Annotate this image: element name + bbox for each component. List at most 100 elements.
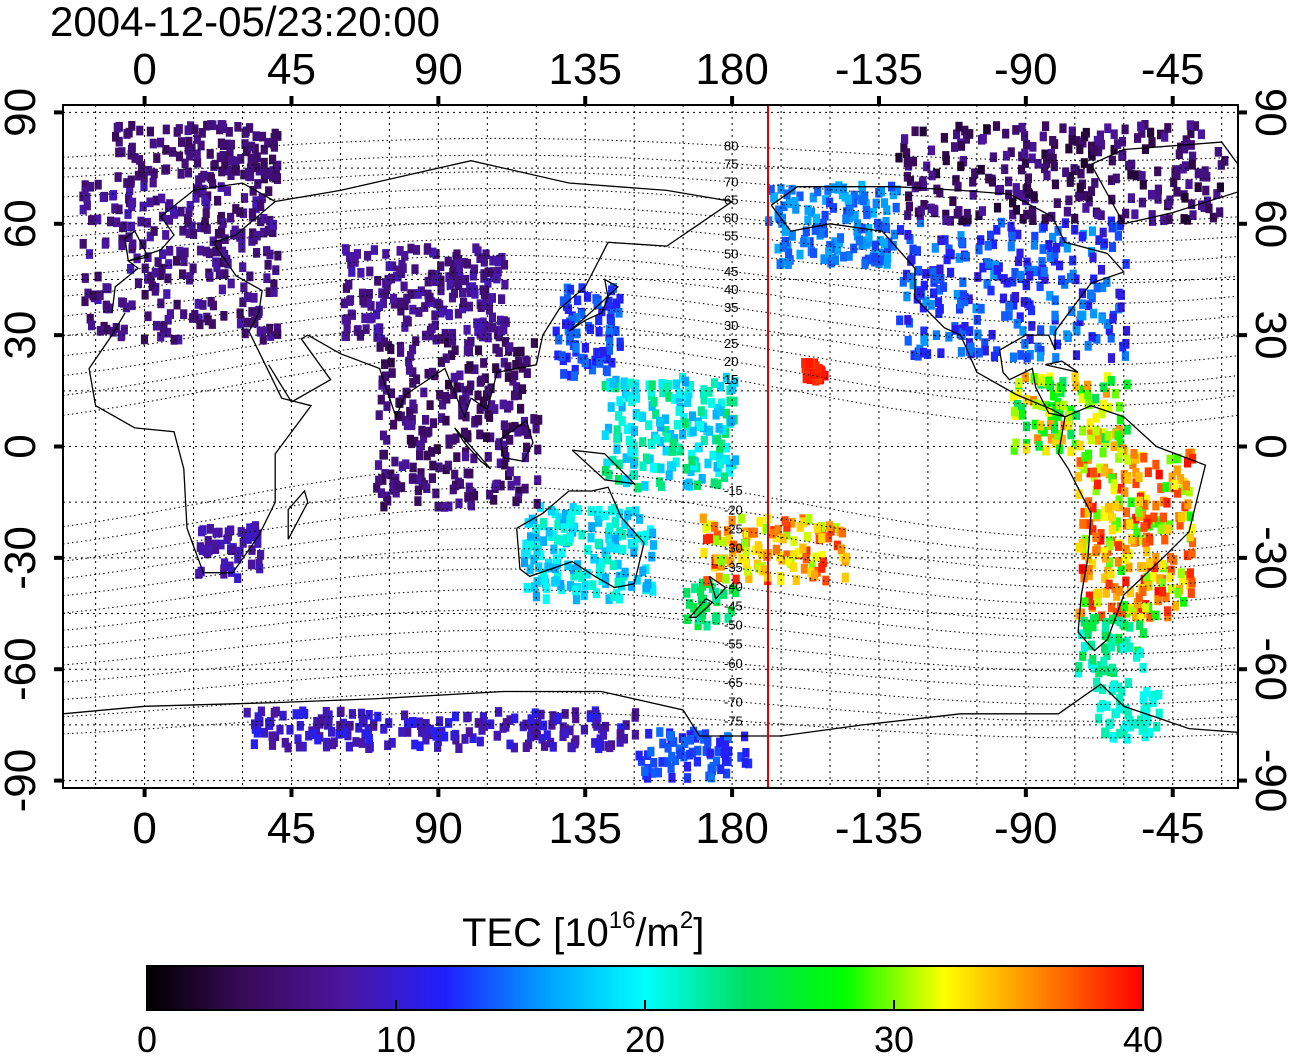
tec-pixel bbox=[578, 283, 586, 293]
tec-pixel bbox=[566, 330, 574, 341]
tec-pixel bbox=[705, 387, 713, 397]
tec-pixel bbox=[382, 249, 390, 259]
tec-pixel bbox=[1050, 423, 1059, 434]
tec-pixel bbox=[554, 520, 562, 530]
tec-pixel bbox=[1152, 517, 1160, 528]
tec-pixel bbox=[448, 328, 457, 339]
tec-pixel bbox=[907, 256, 915, 266]
tec-pixel bbox=[1110, 484, 1118, 495]
tec-pixel bbox=[724, 613, 732, 623]
tec-pixel bbox=[839, 183, 848, 194]
tec-pixel bbox=[1146, 727, 1154, 738]
tec-pixel bbox=[355, 722, 363, 733]
tec-pixel bbox=[1167, 565, 1175, 576]
tec-pixel bbox=[250, 293, 258, 303]
tec-pixel bbox=[139, 201, 147, 212]
top-tick bbox=[1023, 96, 1028, 105]
tec-pixel bbox=[499, 399, 507, 410]
tec-pixel bbox=[1081, 597, 1089, 608]
tec-pixel bbox=[1021, 339, 1029, 349]
tec-pixel bbox=[1005, 176, 1013, 187]
tec-pixel bbox=[1101, 506, 1109, 516]
tec-pixel bbox=[527, 731, 535, 742]
tec-pixel bbox=[776, 551, 784, 562]
coastline-nz-north bbox=[708, 575, 727, 601]
tec-pixel bbox=[202, 208, 210, 219]
tec-pixel bbox=[1110, 129, 1118, 140]
tec-pixel bbox=[375, 301, 383, 312]
tec-pixel bbox=[1084, 629, 1092, 640]
tec-pixel bbox=[158, 263, 166, 274]
tec-pixel bbox=[501, 459, 509, 470]
tec-pixel bbox=[532, 423, 540, 434]
bottom-tick bbox=[1023, 788, 1028, 797]
mlat-label: 50 bbox=[724, 246, 738, 261]
tec-pixel bbox=[919, 126, 927, 137]
tec-pixel bbox=[767, 185, 775, 195]
tec-pixel bbox=[959, 277, 967, 288]
tec-pixel bbox=[221, 558, 229, 569]
tec-pixel bbox=[1028, 153, 1036, 164]
tec-pixel bbox=[927, 203, 935, 214]
tec-pixel bbox=[474, 390, 482, 401]
tec-pixel bbox=[251, 529, 259, 540]
tec-pixel bbox=[242, 146, 251, 157]
tec-pixel bbox=[533, 730, 541, 741]
tec-pixel bbox=[1104, 502, 1113, 513]
tec-pixel bbox=[398, 482, 406, 492]
tec-pixel bbox=[955, 253, 963, 263]
tec-pixel bbox=[993, 202, 1002, 213]
tec-pixel bbox=[920, 326, 928, 337]
tec-pixel bbox=[691, 733, 700, 743]
tec-pixel bbox=[418, 425, 426, 436]
tec-pixel bbox=[1068, 135, 1076, 145]
tec-pixel bbox=[223, 186, 232, 196]
tec-pixel bbox=[1117, 447, 1125, 458]
tec-pixel bbox=[387, 469, 395, 480]
tec-pixel bbox=[1157, 524, 1165, 534]
tec-pixel bbox=[204, 536, 212, 546]
tec-pixel bbox=[883, 205, 891, 215]
tec-pixel bbox=[621, 567, 629, 578]
tec-pixel bbox=[1117, 302, 1125, 313]
tec-pixel bbox=[376, 342, 384, 352]
tec-pixel bbox=[530, 554, 538, 565]
tec-pixel bbox=[138, 161, 146, 171]
tec-pixel bbox=[231, 165, 239, 175]
tec-pixel bbox=[697, 406, 705, 416]
tec-pixel bbox=[1089, 502, 1097, 513]
tec-pixel bbox=[1166, 454, 1174, 465]
tec-pixel bbox=[1158, 586, 1167, 597]
tec-pixel bbox=[922, 269, 930, 279]
tec-pixel bbox=[895, 152, 903, 163]
tec-pixel bbox=[700, 394, 708, 405]
tec-pixel bbox=[81, 296, 89, 307]
tec-pixel bbox=[429, 460, 437, 471]
tec-pixel bbox=[909, 156, 918, 167]
tec-region-central-america bbox=[1010, 372, 1131, 457]
tec-pixel bbox=[999, 293, 1008, 304]
tec-pixel bbox=[783, 522, 791, 532]
tec-pixel bbox=[236, 308, 244, 319]
tec-pixel bbox=[185, 228, 193, 239]
tec-pixel bbox=[527, 532, 535, 542]
tec-pixel bbox=[675, 406, 683, 416]
tec-pixel bbox=[842, 214, 850, 225]
tec-pixel bbox=[1124, 474, 1132, 484]
tec-pixel bbox=[1087, 434, 1095, 445]
tec-pixel bbox=[1105, 468, 1113, 479]
tec-pixel bbox=[267, 717, 275, 727]
tec-pixel bbox=[803, 531, 811, 542]
tec-pixel bbox=[1188, 523, 1196, 534]
tec-pixel bbox=[690, 603, 698, 613]
tec-pixel bbox=[1126, 622, 1134, 632]
tec-pixel bbox=[1141, 144, 1150, 154]
tec-pixel bbox=[484, 278, 492, 288]
tec-pixel bbox=[649, 768, 657, 778]
tec-pixel bbox=[770, 193, 778, 203]
tec-pixel bbox=[825, 247, 833, 258]
tec-pixel bbox=[681, 376, 690, 387]
tec-pixel bbox=[452, 433, 460, 444]
tec-pixel bbox=[1137, 613, 1145, 623]
